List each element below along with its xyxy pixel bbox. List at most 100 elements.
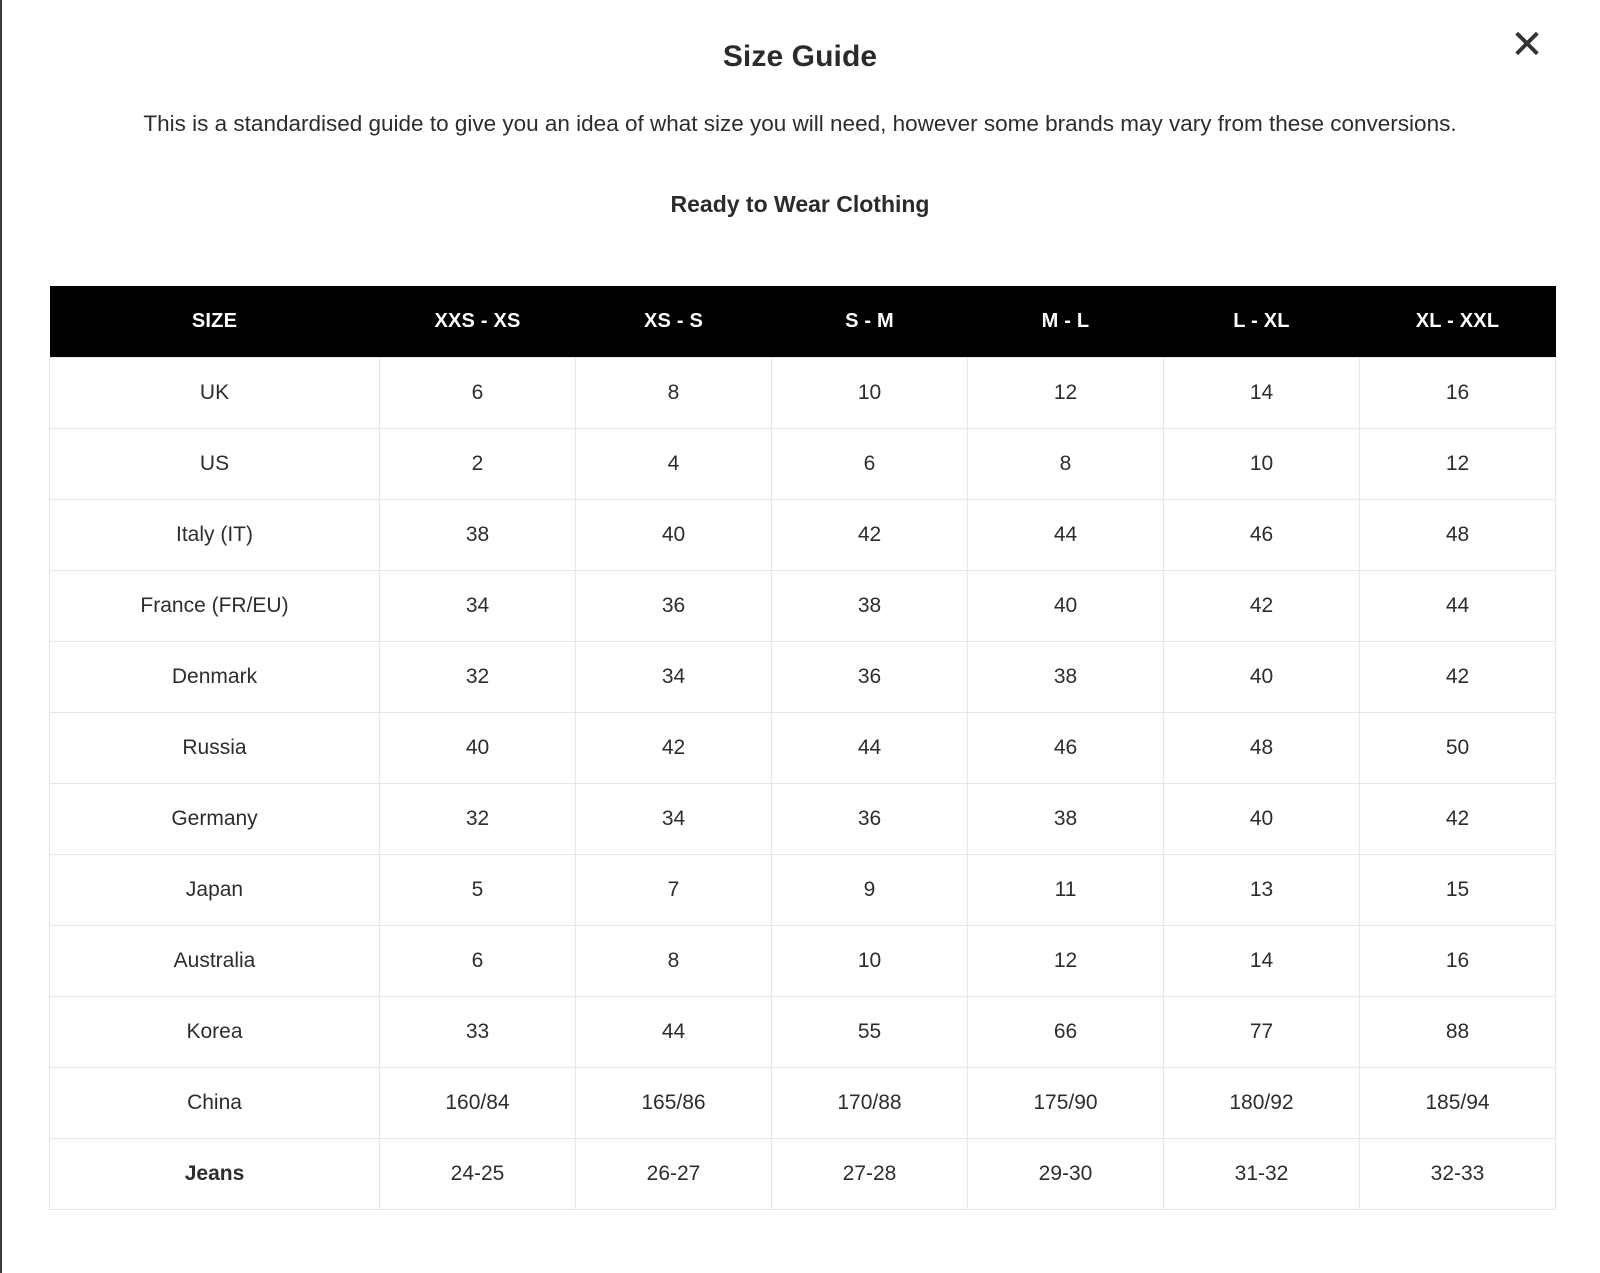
table-cell: 7	[575, 854, 772, 926]
table-cell: 15	[1359, 854, 1556, 926]
table-cell: 14	[1163, 357, 1360, 429]
table-row: Australia 6 8 10 12 14 16	[49, 925, 1556, 997]
table-row: Korea 33 44 55 66 77 88	[49, 996, 1556, 1068]
table-cell: 11	[967, 854, 1164, 926]
table-cell: 170/88	[771, 1067, 968, 1139]
table-cell: 36	[575, 570, 772, 642]
table-cell: 46	[1163, 499, 1360, 571]
table-row-label: France (FR/EU)	[49, 570, 380, 642]
table-row: Denmark 32 34 36 38 40 42	[49, 641, 1556, 713]
table-row: Japan 5 7 9 11 13 15	[49, 854, 1556, 926]
table-row-label: China	[49, 1067, 380, 1139]
table-column-header: XS - S	[575, 286, 772, 358]
table-cell: 46	[967, 712, 1164, 784]
table-row: Russia 40 42 44 46 48 50	[49, 712, 1556, 784]
table-row-label: Italy (IT)	[49, 499, 380, 571]
table-row-label: Germany	[49, 783, 380, 855]
table-row-label: Russia	[49, 712, 380, 784]
close-icon[interactable]: ✕	[1504, 22, 1550, 68]
table-cell: 14	[1163, 925, 1360, 997]
table-cell: 4	[575, 428, 772, 500]
table-cell: 32	[379, 641, 576, 713]
table-cell: 26-27	[575, 1138, 772, 1210]
modal-description: This is a standardised guide to give you…	[143, 111, 1457, 136]
table-cell: 10	[1163, 428, 1360, 500]
table-cell: 175/90	[967, 1067, 1164, 1139]
page-title: Size Guide	[722, 40, 878, 73]
table-cell: 40	[1163, 641, 1360, 713]
table-cell: 38	[967, 641, 1164, 713]
table-row-label: Jeans	[49, 1138, 380, 1210]
table-row: Italy (IT) 38 40 42 44 46 48	[49, 499, 1556, 571]
table-cell: 42	[1359, 783, 1556, 855]
table-column-header: S - M	[771, 286, 968, 358]
table-cell: 38	[771, 570, 968, 642]
table-column-header: L - XL	[1163, 286, 1360, 358]
table-cell: 34	[575, 641, 772, 713]
table-cell: 40	[575, 499, 772, 571]
table-cell: 12	[1359, 428, 1556, 500]
table-row: Germany 32 34 36 38 40 42	[49, 783, 1556, 855]
table-row-label: Korea	[49, 996, 380, 1068]
table-cell: 44	[1359, 570, 1556, 642]
table-cell: 33	[379, 996, 576, 1068]
table-cell: 66	[967, 996, 1164, 1068]
table-row: France (FR/EU) 34 36 38 40 42 44	[49, 570, 1556, 642]
table-body: UK 6 8 10 12 14 16 US 2 4 6 8 10 12 Italy (IT) 38 40 42 44…	[49, 357, 1556, 1210]
table-cell: 38	[379, 499, 576, 571]
table-cell: 2	[379, 428, 576, 500]
table-row: US 2 4 6 8 10 12	[49, 428, 1556, 500]
table-cell: 29-30	[967, 1138, 1164, 1210]
table-cell: 10	[771, 357, 968, 429]
table-cell: 12	[967, 925, 1164, 997]
table-column-header: XXS - XS	[379, 286, 576, 358]
table-cell: 42	[771, 499, 968, 571]
table-cell: 42	[1163, 570, 1360, 642]
table-cell: 185/94	[1359, 1067, 1556, 1139]
section-title-ready-to-wear: Ready to Wear Clothing	[670, 191, 930, 217]
table-cell: 36	[771, 783, 968, 855]
table-cell: 38	[967, 783, 1164, 855]
table-column-header: XL - XXL	[1359, 286, 1556, 358]
table-cell: 40	[1163, 783, 1360, 855]
table-cell: 40	[967, 570, 1164, 642]
table-cell: 16	[1359, 925, 1556, 997]
table-cell: 42	[1359, 641, 1556, 713]
table-column-header: M - L	[967, 286, 1164, 358]
table-cell: 55	[771, 996, 968, 1068]
table-cell: 16	[1359, 357, 1556, 429]
table-cell: 9	[771, 854, 968, 926]
table-column-header: SIZE	[49, 286, 380, 358]
table-cell: 180/92	[1163, 1067, 1360, 1139]
table-cell: 160/84	[379, 1067, 576, 1139]
table-cell: 8	[575, 925, 772, 997]
table-cell: 6	[771, 428, 968, 500]
table-cell: 36	[771, 641, 968, 713]
table-cell: 32	[379, 783, 576, 855]
page-edge-strip	[0, 0, 2, 1273]
table-cell: 24-25	[379, 1138, 576, 1210]
table-cell: 48	[1359, 499, 1556, 571]
table-row: Jeans 24-25 26-27 27-28 29-30 31-32 32-33	[49, 1138, 1556, 1210]
table-row: China 160/84 165/86 170/88 175/90 180/92 185/9…	[49, 1067, 1556, 1139]
table-cell: 48	[1163, 712, 1360, 784]
table-cell: 8	[575, 357, 772, 429]
table-cell: 44	[967, 499, 1164, 571]
table-cell: 34	[575, 783, 772, 855]
table-cell: 77	[1163, 996, 1360, 1068]
table-cell: 44	[771, 712, 968, 784]
table-cell: 42	[575, 712, 772, 784]
table-cell: 27-28	[771, 1138, 968, 1210]
table-cell: 40	[379, 712, 576, 784]
table-row-label: Denmark	[49, 641, 380, 713]
table-cell: 6	[379, 925, 576, 997]
table-cell: 50	[1359, 712, 1556, 784]
table-cell: 31-32	[1163, 1138, 1360, 1210]
table-cell: 6	[379, 357, 576, 429]
table-row: UK 6 8 10 12 14 16	[49, 357, 1556, 429]
table-cell: 13	[1163, 854, 1360, 926]
